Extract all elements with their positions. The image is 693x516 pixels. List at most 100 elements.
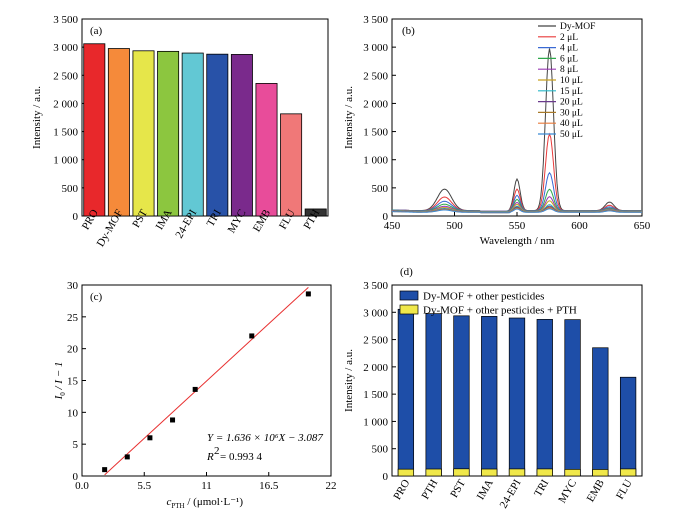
panel-label: (d)	[400, 266, 413, 278]
x-tick-label: 16.5	[259, 480, 279, 492]
x-tick-label: 5.5	[137, 480, 151, 492]
x-tick-label: 450	[384, 220, 401, 232]
x-tick-label: 0.0	[75, 480, 89, 492]
y-tick-label: 500	[62, 183, 79, 195]
bar-blue-tri	[536, 319, 553, 477]
category-label: MYC	[556, 478, 579, 506]
x-axis-label: cPTH / (μmol·L⁻¹)	[167, 496, 244, 510]
panel-d-selectivity-chart: 0 500 1 000 1 500 2 000 2 500 3 000 3 500 PRO PTH…	[343, 266, 643, 510]
r2-label: R	[206, 451, 214, 463]
y-tick-label: 20	[67, 344, 79, 356]
legend-label: 40 μL	[560, 119, 583, 129]
y-axis-label: Intensity / a.u.	[31, 86, 43, 149]
panel-c-calibration-chart: 0 5 10 15 20 25 30 0.0 5.5 11 16.5 22 (c) Y = 1.636 ×…	[53, 280, 337, 510]
bar-tri	[206, 53, 229, 217]
y-tick-label: 2 500	[363, 70, 388, 82]
y-tick-label: 3 000	[363, 307, 388, 319]
bar-yellow-pth	[425, 468, 442, 477]
legend-label: 30 μL	[560, 108, 583, 118]
data-point	[124, 454, 130, 460]
category-label: PST	[448, 477, 468, 500]
bar-24-epi	[181, 52, 204, 217]
category-label: EMB	[585, 478, 607, 505]
y-tick-label: 1 000	[363, 416, 388, 428]
x-axis-label: Wavelength / nm	[480, 235, 555, 247]
y-tick-label: 1 000	[363, 155, 388, 167]
y-axis-label: I0 / I − 1	[53, 362, 67, 401]
bar-blue-myc	[564, 319, 581, 477]
fit-line	[104, 286, 309, 476]
legend-label: 10 μL	[560, 76, 583, 86]
bar-flu	[280, 113, 303, 217]
bar-blue-flu	[619, 376, 637, 477]
category-label: MYC	[226, 208, 249, 236]
bar-myc	[230, 54, 253, 217]
bar-pro	[83, 43, 106, 217]
y-tick-label: 25	[67, 312, 79, 324]
panel-label: (b)	[402, 25, 415, 37]
bar-pst	[132, 50, 155, 217]
y-tick-label: 1 000	[53, 155, 78, 167]
y-tick-label: 0	[383, 471, 389, 483]
y-tick-label: 30	[67, 280, 79, 292]
bar-emb	[255, 83, 278, 217]
legend-label: 20 μL	[560, 98, 583, 108]
y-tick-label: 2 000	[53, 98, 78, 110]
bar-ima	[157, 50, 180, 217]
category-label: PTH	[419, 477, 440, 501]
y-axis-label: Intensity / a.u.	[343, 86, 355, 149]
bar-pth	[304, 208, 327, 217]
plot-frame	[391, 18, 643, 217]
bar-blue-24-epi	[508, 317, 526, 477]
bar-yellow-pro	[397, 468, 415, 477]
legend-label: 8 μL	[560, 65, 578, 75]
x-tick-label: 550	[509, 220, 526, 232]
category-label: PRO	[391, 477, 412, 502]
data-point	[102, 467, 108, 473]
y-tick-label: 2 500	[53, 70, 78, 82]
bar-yellow-emb	[592, 469, 609, 477]
legend-label: 6 μL	[560, 54, 578, 64]
x-tick-label: 22	[326, 480, 337, 492]
y-tick-label: 500	[372, 444, 389, 456]
y-tick-label: 3 500	[53, 14, 78, 26]
legend-swatch	[399, 290, 419, 301]
y-axis-label: Intensity / a.u.	[343, 349, 355, 412]
legend-label: Dy-MOF + other pesticides + PTH	[423, 305, 577, 317]
bar-blue-pro	[397, 308, 415, 477]
legend-label: 2 μL	[560, 33, 578, 43]
r2-value: = 0.993 4	[220, 451, 262, 463]
data-point	[170, 417, 176, 423]
bar-dy-mof	[107, 48, 130, 217]
y-tick-label: 500	[372, 183, 389, 195]
y-tick-label: 10	[67, 407, 79, 419]
bar-yellow-ima	[481, 468, 498, 477]
data-point	[305, 291, 311, 297]
bar-yellow-myc	[564, 468, 581, 477]
x-tick-label: 500	[446, 220, 463, 232]
panel-label: (c)	[90, 291, 103, 303]
x-tick-label: 650	[634, 220, 651, 232]
data-point	[147, 435, 153, 441]
y-tick-label: 2 500	[363, 335, 388, 347]
legend-label: Dy-MOF + other pesticides	[423, 291, 544, 303]
equation-label: Y = 1.636 × 10⁶X − 3.087	[207, 432, 323, 444]
r2-sup: 2	[214, 445, 220, 457]
y-tick-label: 0	[73, 211, 79, 223]
y-tick-label: 3 500	[363, 14, 388, 26]
category-label: IMA	[475, 477, 496, 502]
x-tick-label: 11	[201, 480, 212, 492]
data-point	[249, 333, 255, 339]
bar-blue-pst	[453, 315, 470, 477]
y-tick-label: 15	[67, 376, 79, 388]
legend-label: 50 μL	[560, 130, 583, 140]
y-tick-label: 1 500	[363, 389, 388, 401]
bar-yellow-tri	[536, 468, 553, 477]
y-tick-label: 3 500	[363, 280, 388, 292]
y-tick-label: 0	[73, 471, 79, 483]
bar-blue-pth	[425, 313, 442, 477]
category-label: 24-EPI	[498, 477, 524, 510]
bar-yellow-24-epi	[508, 468, 526, 477]
panel-b-spectra-chart: 0 500 1 000 1 500 2 000 2 500 3 000 3 500 450 500…	[343, 14, 651, 247]
